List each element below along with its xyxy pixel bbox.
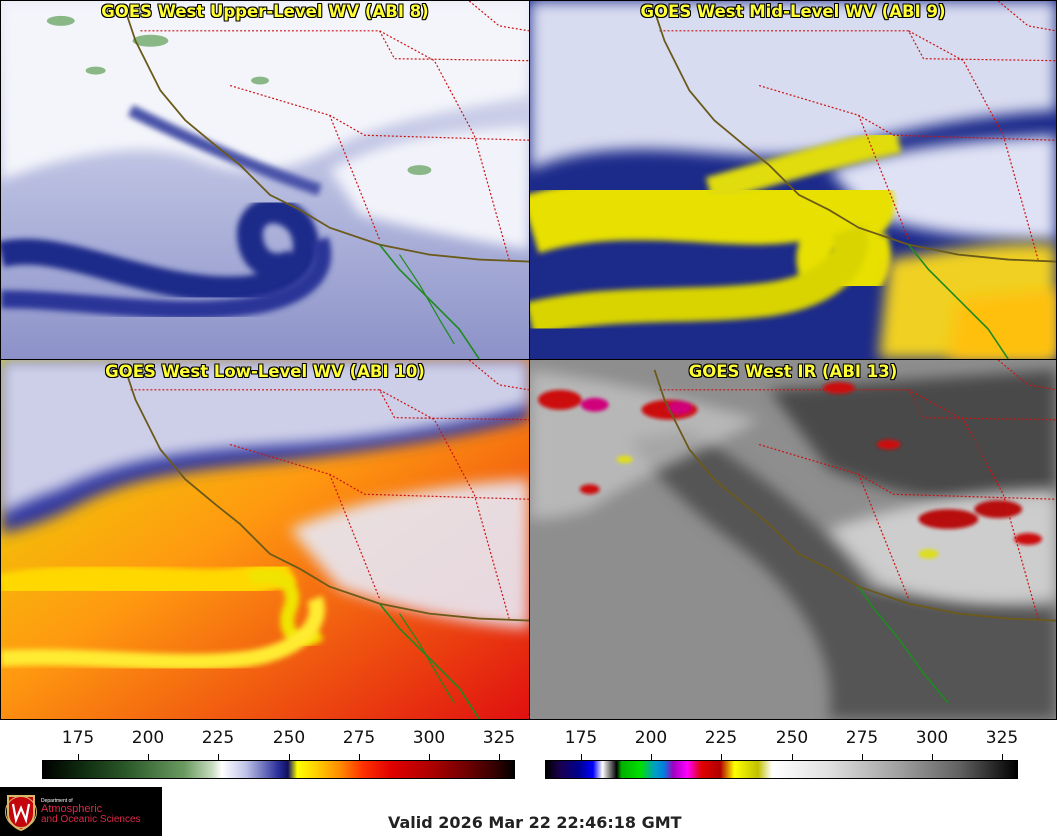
tick-label: 175 bbox=[61, 728, 95, 748]
uw-crest-icon bbox=[5, 794, 37, 831]
tick-label: 200 bbox=[634, 728, 668, 748]
colorbar-infrared bbox=[545, 760, 1018, 779]
satellite-panel-ir: GOES West IR (ABI 13) bbox=[529, 359, 1057, 720]
mid-level-wv-image bbox=[530, 1, 1056, 359]
colorbar-water-vapor bbox=[42, 760, 515, 779]
satellite-panel-upper-level-wv: GOES West Upper-Level WV (ABI 8) bbox=[0, 0, 530, 360]
valid-time-label: Valid 2026 Mar 22 22:46:18 GMT bbox=[388, 813, 682, 832]
tick-label: 175 bbox=[564, 728, 598, 748]
tick-mark bbox=[429, 754, 430, 760]
tick-mark bbox=[932, 754, 933, 760]
tick-mark bbox=[78, 754, 79, 760]
tick-label: 250 bbox=[272, 728, 306, 748]
aos-logo: Department of Atmospheric and Oceanic Sc… bbox=[0, 787, 162, 836]
tick-label: 225 bbox=[201, 728, 235, 748]
tick-mark bbox=[581, 754, 582, 760]
colorbar-right-tick-labels: 175 200 225 250 275 300 325 bbox=[545, 728, 1018, 754]
tick-label: 300 bbox=[412, 728, 446, 748]
upper-level-wv-image bbox=[1, 1, 529, 359]
tick-label: 300 bbox=[915, 728, 949, 748]
logo-line-atmospheric: Atmospheric bbox=[41, 802, 103, 815]
tick-mark bbox=[148, 754, 149, 760]
satellite-panel-mid-level-wv: GOES West Mid-Level WV (ABI 9) bbox=[529, 0, 1057, 360]
tick-mark bbox=[862, 754, 863, 760]
tick-label: 250 bbox=[775, 728, 809, 748]
panel-title-low-level-wv: GOES West Low-Level WV (ABI 10) bbox=[105, 362, 425, 381]
tick-mark bbox=[289, 754, 290, 760]
tick-mark bbox=[218, 754, 219, 760]
tick-mark bbox=[651, 754, 652, 760]
tick-label: 325 bbox=[985, 728, 1019, 748]
low-level-wv-image bbox=[1, 360, 529, 719]
tick-mark bbox=[1002, 754, 1003, 760]
tick-label: 200 bbox=[131, 728, 165, 748]
tick-mark bbox=[499, 754, 500, 760]
panel-title-mid-level-wv: GOES West Mid-Level WV (ABI 9) bbox=[640, 2, 946, 21]
tick-label: 325 bbox=[482, 728, 516, 748]
tick-mark bbox=[792, 754, 793, 760]
tick-label: 275 bbox=[342, 728, 376, 748]
panel-title-upper-level-wv: GOES West Upper-Level WV (ABI 8) bbox=[101, 2, 429, 21]
tick-mark bbox=[359, 754, 360, 760]
colorbar-left-tick-labels: 175 200 225 250 275 300 325 bbox=[42, 728, 515, 754]
panel-title-ir: GOES West IR (ABI 13) bbox=[688, 362, 898, 381]
logo-line-oceanic: and Oceanic Sciences bbox=[41, 813, 141, 825]
ir-image bbox=[530, 360, 1056, 719]
satellite-panel-low-level-wv: GOES West Low-Level WV (ABI 10) bbox=[0, 359, 530, 720]
tick-mark bbox=[721, 754, 722, 760]
tick-label: 275 bbox=[845, 728, 879, 748]
tick-label: 225 bbox=[704, 728, 738, 748]
logo-line-department: Department of bbox=[41, 797, 73, 804]
